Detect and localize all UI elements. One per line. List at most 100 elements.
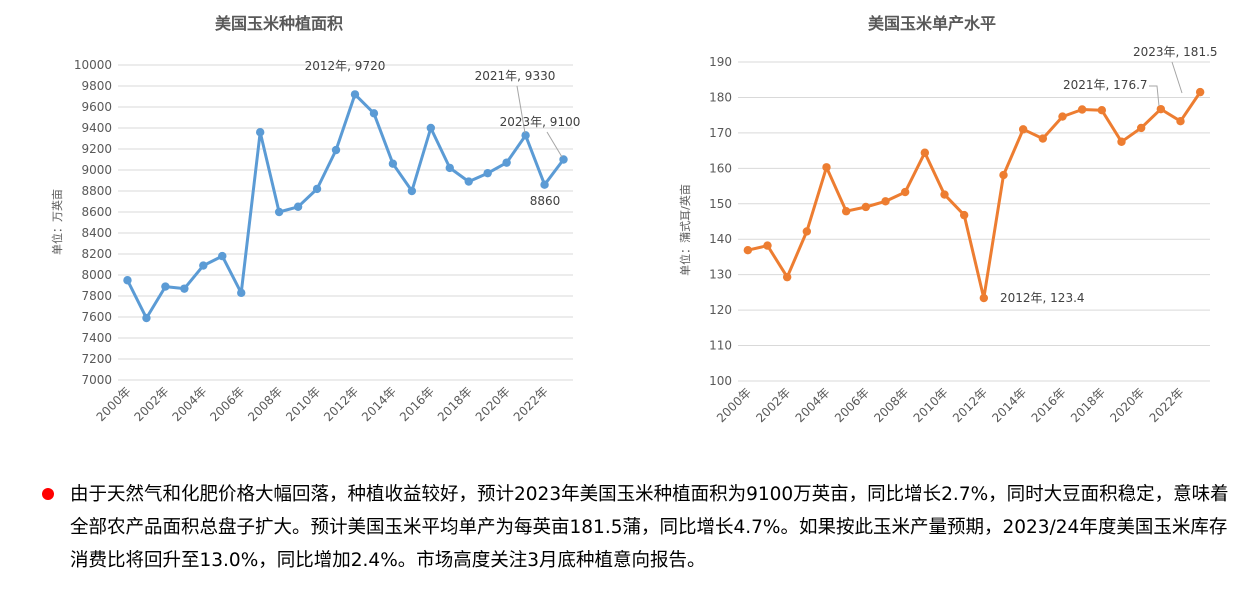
x-tick-label: 2002年 — [132, 384, 172, 424]
y-tick-label: 7400 — [81, 331, 112, 345]
y-tick-label: 170 — [709, 126, 732, 140]
data-label: 2021年, 9330 — [475, 69, 556, 83]
data-point — [388, 159, 398, 168]
data-label: 2012年, 123.4 — [1000, 291, 1085, 305]
data-point — [1058, 112, 1067, 121]
x-tick-label: 2006年 — [207, 384, 247, 424]
annotation-leader-line — [1149, 85, 1160, 107]
planted-area-chart: 美国玉米种植面积 7000 7200 7400 7600 7800 8000 8200 8400… — [0, 0, 620, 460]
y-tick-label: 8000 — [81, 268, 112, 282]
y-tick-label: 150 — [709, 197, 732, 211]
x-tick-label: 2022年 — [511, 384, 551, 424]
x-tick-label: 2016年 — [397, 384, 437, 424]
y-tick-label: 9600 — [81, 100, 112, 114]
y-tick-label: 7000 — [81, 373, 112, 387]
data-point — [123, 276, 132, 285]
x-tick-label: 2018年 — [435, 384, 475, 424]
data-point — [1018, 125, 1028, 134]
annotation-leader-line — [546, 131, 563, 158]
data-point — [502, 158, 511, 167]
data-point — [743, 246, 753, 255]
annotation-leader-line — [516, 85, 526, 134]
x-tick-label: 2022年 — [1147, 385, 1187, 425]
data-point — [1136, 123, 1146, 133]
data-point — [881, 197, 890, 206]
y-tick-label: 100 — [709, 374, 732, 388]
data-point — [255, 128, 265, 137]
annotation-leader-line — [1171, 61, 1183, 94]
x-tick-label: 2014年 — [989, 385, 1029, 425]
x-tick-label: 2004年 — [793, 385, 833, 425]
y-tick-label: 110 — [709, 339, 732, 353]
data-label: 2023年, 181.5 — [1133, 45, 1218, 59]
y-tick-label: 140 — [709, 232, 732, 246]
x-tick-label: 2012年 — [950, 385, 990, 425]
y-tick-label: 190 — [709, 55, 732, 69]
x-tick-label: 2000年 — [94, 384, 134, 424]
x-tick-label: 2020年 — [1107, 385, 1147, 425]
data-point — [161, 282, 170, 291]
data-point — [521, 131, 530, 140]
data-point — [483, 168, 492, 178]
data-point — [312, 184, 322, 194]
y-tick-label: 8800 — [81, 184, 112, 198]
bullet-dot-icon — [42, 488, 54, 500]
y-tick-label: 8400 — [81, 226, 112, 240]
data-point — [218, 251, 227, 261]
data-point — [999, 170, 1008, 180]
data-point — [199, 261, 208, 270]
x-tick-label: 2018年 — [1068, 385, 1108, 425]
y-tick-label: 180 — [709, 90, 732, 104]
x-tick-label: 2006年 — [832, 385, 872, 425]
data-point — [1097, 106, 1107, 115]
y-tick-label: 9000 — [81, 163, 112, 177]
x-tick-label: 2010年 — [911, 385, 951, 425]
x-tick-label: 2012年 — [321, 384, 361, 424]
data-point — [293, 202, 303, 211]
data-point — [369, 109, 379, 118]
data-point — [274, 207, 284, 217]
y-tick-label: 130 — [709, 268, 732, 282]
data-point — [142, 313, 151, 323]
x-tick-label: 2008年 — [245, 384, 285, 424]
x-tick-label: 2020年 — [473, 384, 513, 424]
data-point — [1117, 137, 1126, 146]
y-axis-label: 单位：万英亩 — [50, 189, 64, 255]
data-point — [920, 148, 930, 157]
x-tick-label: 2000年 — [714, 385, 754, 425]
y-tick-label: 8200 — [81, 247, 112, 261]
chart-title: 美国玉米单产水平 — [868, 14, 996, 33]
x-tick-label: 2008年 — [871, 385, 911, 425]
data-point — [822, 163, 831, 172]
y-tick-label: 7800 — [81, 289, 112, 303]
data-point — [180, 284, 189, 293]
data-point — [782, 272, 792, 282]
planted-area-chart-svg: 美国玉米种植面积 7000 7200 7400 7600 7800 8000 8200 8400… — [50, 14, 581, 424]
data-point — [237, 288, 246, 298]
x-tick-label: 2004年 — [169, 384, 209, 424]
y-tick-label: 7200 — [81, 352, 112, 366]
x-tick-label: 2016年 — [1029, 385, 1069, 425]
data-point — [841, 207, 851, 216]
data-point — [979, 293, 989, 303]
commentary-text: 由于天然气和化肥价格大幅回落，种植收益较好，预计2023年美国玉米种植面积为91… — [70, 484, 1229, 571]
data-point — [802, 227, 812, 236]
yield-chart-svg: 美国玉米单产水平 100 110 120 130 140 150 160 170 180 190 单位… — [678, 14, 1218, 425]
data-point — [763, 241, 772, 250]
data-point — [940, 190, 949, 199]
data-point — [1176, 116, 1185, 126]
data-point — [426, 123, 436, 133]
data-point — [464, 177, 473, 186]
data-point — [959, 210, 969, 220]
y-tick-label: 9800 — [81, 79, 112, 93]
data-point — [1195, 87, 1205, 97]
data-point — [1038, 134, 1048, 143]
data-point — [331, 145, 341, 155]
y-tick-label: 160 — [709, 161, 732, 175]
yield-chart: 美国玉米单产水平 100 110 120 130 140 150 160 170 180 190 单位… — [620, 0, 1240, 460]
data-label: 2023年, 9100 — [500, 115, 581, 129]
data-point — [900, 187, 910, 197]
series-line — [747, 91, 1202, 300]
data-label: 2021年, 176.7 — [1063, 78, 1148, 92]
data-point — [350, 90, 360, 99]
